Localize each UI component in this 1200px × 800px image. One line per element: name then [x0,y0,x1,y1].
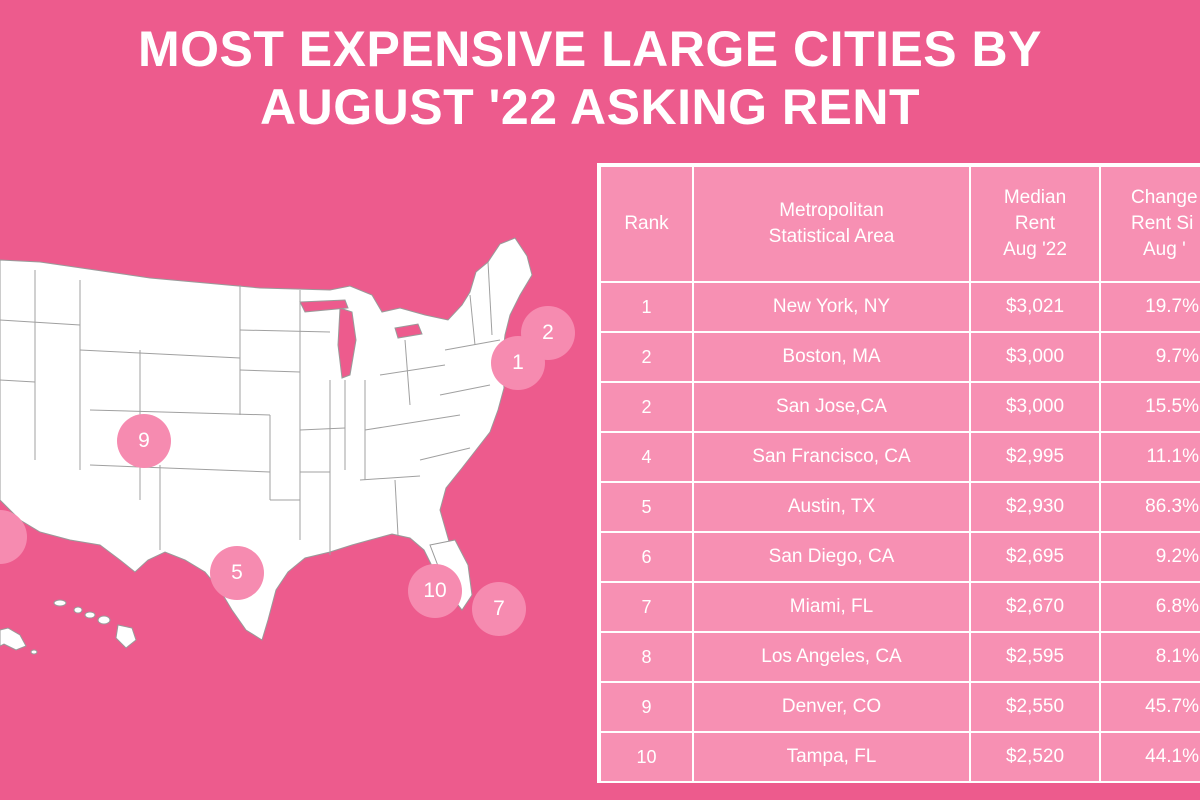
hawaii-shape [53,599,67,607]
header-area: Metropolitan Statistical Area [692,165,971,283]
cell-area: San Jose,CA [692,381,971,433]
cell-change: 9.2% [1099,531,1200,583]
cell-change: 9.7% [1099,331,1200,383]
cell-rent: $2,695 [969,531,1101,583]
table-row: 4 San Francisco, CA $2,995 11.1% [599,431,1200,483]
cell-rank: 9 [599,681,694,733]
cell-change: 6.8% [1099,581,1200,633]
title-line-2: AUGUST '22 ASKING RENT [260,79,920,135]
header-change: Change Rent Si Aug ' [1099,165,1200,283]
cell-area: Austin, TX [692,481,971,533]
cell-rent: $3,021 [969,281,1101,333]
cell-rank: 4 [599,431,694,483]
cell-rank: 8 [599,631,694,683]
table-row: 10 Tampa, FL $2,520 44.1% [599,731,1200,781]
cell-rent: $2,550 [969,681,1101,733]
cell-area: Miami, FL [692,581,971,633]
map-marker: 5 [210,546,264,600]
cell-change: 15.5% [1099,381,1200,433]
cell-area: Boston, MA [692,331,971,383]
us-map: 2 1 9 5 10 7 [0,200,600,680]
map-marker: 1 [491,336,545,390]
cell-change: 44.1% [1099,731,1200,781]
cell-area: Los Angeles, CA [692,631,971,683]
cell-rank: 2 [599,331,694,383]
table-row: 7 Miami, FL $2,670 6.8% [599,581,1200,633]
us-map-graphic [0,237,533,655]
cell-rank: 2 [599,381,694,433]
title-line-1: MOST EXPENSIVE LARGE CITIES BY [137,21,1043,77]
cell-rent: $2,670 [969,581,1101,633]
table-row: 8 Los Angeles, CA $2,595 8.1% [599,631,1200,683]
cell-rent: $2,595 [969,631,1101,683]
table-header-row: Rank Metropolitan Statistical Area Media… [599,165,1200,283]
cell-area: Tampa, FL [692,731,971,781]
map-marker: 10 [408,564,462,618]
cell-rent: $2,995 [969,431,1101,483]
alaska-shape [0,627,27,651]
header-rank: Rank [599,165,694,283]
great-lakes-shape [337,307,357,379]
table-row: 2 Boston, MA $3,000 9.7% [599,331,1200,383]
rent-table-container: Rank Metropolitan Statistical Area Media… [597,163,1200,783]
cell-area: New York, NY [692,281,971,333]
cell-rent: $3,000 [969,381,1101,433]
cell-area: San Diego, CA [692,531,971,583]
cell-area: San Francisco, CA [692,431,971,483]
cell-rent: $3,000 [969,331,1101,383]
cell-change: 86.3% [1099,481,1200,533]
table-row: 1 New York, NY $3,021 19.7% [599,281,1200,333]
table-row: 5 Austin, TX $2,930 86.3% [599,481,1200,533]
page-title: MOST EXPENSIVE LARGE CITIES BY AUGUST '2… [0,20,1180,136]
map-marker: 7 [472,582,526,636]
cell-area: Denver, CO [692,681,971,733]
table-row: 2 San Jose,CA $3,000 15.5% [599,381,1200,433]
cell-rent: $2,520 [969,731,1101,781]
table-row: 6 San Diego, CA $2,695 9.2% [599,531,1200,583]
header-median-rent: Median Rent Aug '22 [969,165,1101,283]
cell-change: 11.1% [1099,431,1200,483]
cell-change: 45.7% [1099,681,1200,733]
cell-rank: 5 [599,481,694,533]
table-row: 9 Denver, CO $2,550 45.7% [599,681,1200,733]
cell-rank: 6 [599,531,694,583]
cell-rank: 7 [599,581,694,633]
rent-table: Rank Metropolitan Statistical Area Media… [599,165,1200,781]
cell-rent: $2,930 [969,481,1101,533]
cell-rank: 10 [599,731,694,781]
cell-rank: 1 [599,281,694,333]
map-marker: 9 [117,414,171,468]
cell-change: 8.1% [1099,631,1200,683]
cell-change: 19.7% [1099,281,1200,333]
